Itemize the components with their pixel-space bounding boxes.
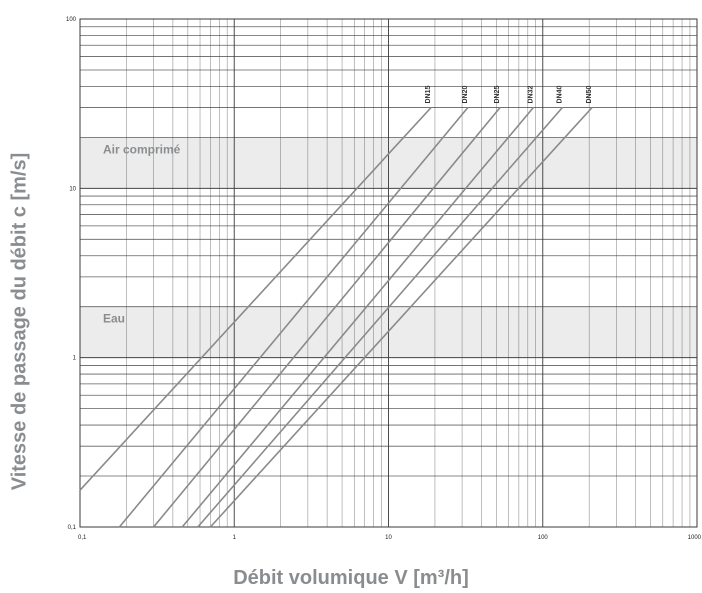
series-label: DN20 <box>462 86 469 104</box>
series-line-dn15 <box>79 106 432 491</box>
plot-frame <box>79 18 698 528</box>
series-label: DN25 <box>494 86 501 104</box>
x-axis-title: Débit volumique V [m³/h] <box>233 567 469 589</box>
band-label: Air comprimé <box>103 142 181 156</box>
x-tick-label: 10 <box>385 535 392 541</box>
series-line-dn32 <box>181 106 535 528</box>
x-tick-label: 1000 <box>688 535 702 541</box>
series-line-dn20 <box>118 106 469 528</box>
x-tick-label: 0,1 <box>78 535 87 541</box>
series-label: DN15 <box>425 86 432 104</box>
series-label: DN32 <box>527 86 534 104</box>
series-line-dn40 <box>197 106 564 528</box>
series-line-dn25 <box>152 106 501 528</box>
x-tick-label: 1 <box>233 535 237 541</box>
grid-layer <box>79 18 698 528</box>
labels-layer: Air comprimé Eau 0,1 1 10 100 1000 0,1 1 10 100 DN1… <box>66 17 702 541</box>
series-label: DN40 <box>556 86 563 104</box>
series-line-dn50 <box>209 106 593 528</box>
y-axis-title: Vitesse de passage du débit c [m/s] <box>8 152 31 491</box>
x-tick-label: 100 <box>538 535 549 541</box>
band-label: Eau <box>103 312 125 326</box>
y-tick-label: 10 <box>69 186 76 192</box>
y-tick-label: 0,1 <box>68 525 77 531</box>
series-label: DN50 <box>586 86 593 104</box>
y-tick-label: 1 <box>73 356 77 362</box>
y-tick-label: 100 <box>66 17 77 23</box>
series-layer <box>79 106 593 528</box>
